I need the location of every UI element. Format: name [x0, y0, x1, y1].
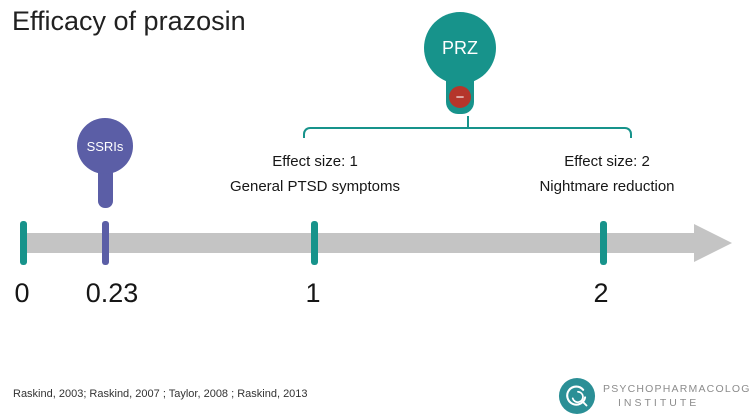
axis-label-2: 2 — [593, 278, 609, 308]
axis-bar — [20, 233, 696, 253]
range-bracket-stem — [466, 116, 469, 129]
prz-balloon-label: PRZ — [442, 37, 478, 58]
axis-label-1: 1 — [305, 278, 321, 308]
page-title: Efficacy of prazosin — [12, 6, 246, 36]
tick-0 — [20, 221, 27, 265]
minus-badge-icon: − — [449, 86, 471, 108]
logo-line-1: PSYCHOPHARMACOLOGY — [603, 383, 750, 395]
effect-size-1-title: Effect size: 1 — [272, 153, 358, 170]
ssri-balloon: SSRIs — [77, 118, 133, 174]
minus-badge-glyph: − — [455, 88, 465, 106]
axis-arrowhead-icon — [694, 224, 732, 262]
citation: Raskind, 2003; Raskind, 2007 ; Taylor, 2… — [13, 388, 308, 400]
effect-size-2-subtitle: Nightmare reduction — [539, 177, 675, 195]
ssri-balloon-label: SSRIs — [86, 138, 124, 154]
tick-0-23 — [102, 221, 109, 265]
effect-size-1-note: Effect size: 1 General PTSD symptoms — [210, 150, 420, 200]
axis-label-0-23: 0.23 — [85, 278, 139, 308]
psychopharmacology-institute-logo-text: PSYCHOPHARMACOLOGY INSTITUTE — [603, 383, 750, 409]
psychopharmacology-institute-logo-icon — [558, 377, 596, 415]
range-bracket — [303, 116, 632, 138]
axis-label-0: 0 — [14, 278, 30, 308]
logo-line-2: INSTITUTE — [618, 397, 700, 409]
tick-2 — [600, 221, 607, 265]
prz-balloon: PRZ — [424, 12, 496, 84]
ssri-balloon-tail — [98, 166, 113, 208]
tick-1 — [311, 221, 318, 265]
effect-size-2-title: Effect size: 2 — [564, 153, 650, 170]
effect-size-2-note: Effect size: 2 Nightmare reduction — [502, 150, 712, 200]
effect-size-1-subtitle: General PTSD symptoms — [229, 177, 401, 195]
